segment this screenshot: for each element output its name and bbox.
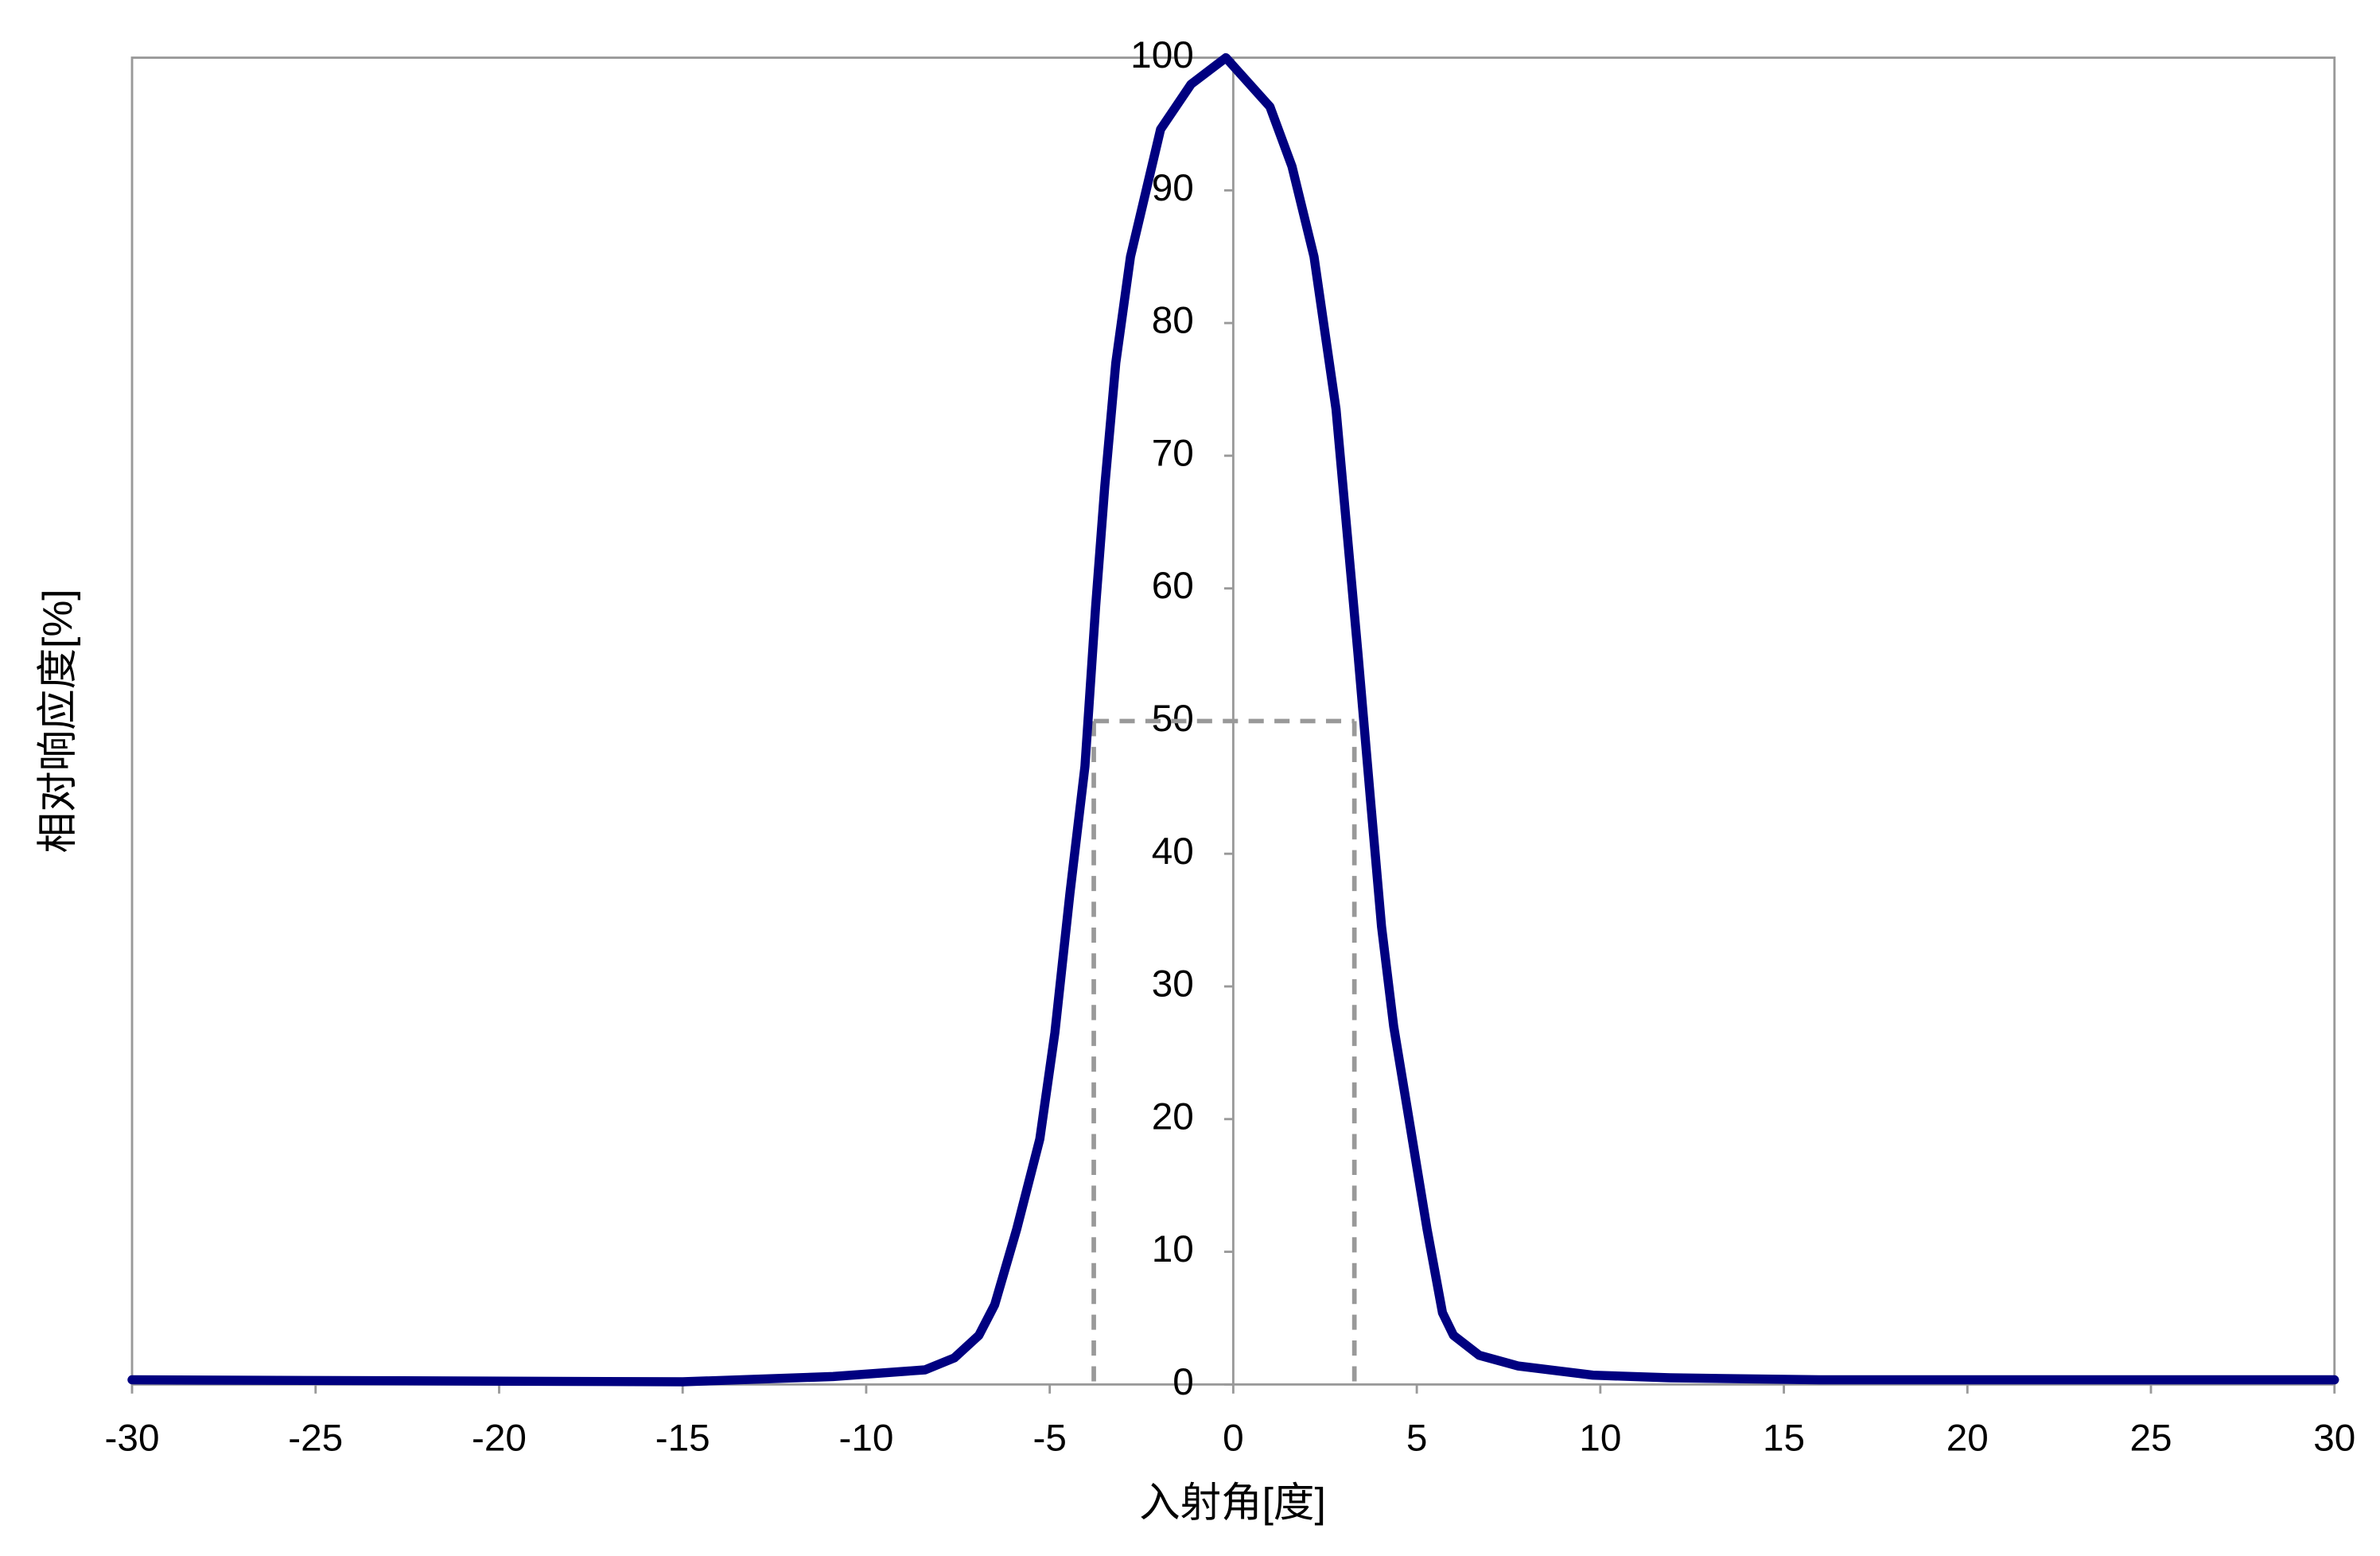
y-tick-label: 60 — [1152, 565, 1194, 607]
x-tick-label: -25 — [288, 1418, 343, 1460]
y-tick-label: 10 — [1152, 1228, 1194, 1270]
y-tick-label: 40 — [1152, 831, 1194, 873]
x-tick-label: 20 — [1946, 1418, 1989, 1460]
x-tick-label: -5 — [1032, 1418, 1066, 1460]
y-tick-label: 30 — [1152, 963, 1194, 1006]
y-tick-label: 0 — [1172, 1361, 1194, 1403]
x-tick-label: -30 — [105, 1418, 160, 1460]
x-axis-label: 入射角[度] — [1139, 1480, 1326, 1526]
y-tick-label: 20 — [1152, 1095, 1194, 1138]
x-tick-label: 10 — [1579, 1418, 1621, 1460]
data-line — [127, 53, 2339, 1387]
y-tick-label: 100 — [1130, 34, 1194, 76]
y-axis-label: 相对响应度[%] — [34, 589, 80, 853]
x-tick-label: -15 — [655, 1418, 710, 1460]
y-tick-label: 80 — [1152, 300, 1194, 342]
x-tick-label: -20 — [472, 1418, 527, 1460]
y-tick-label: 50 — [1152, 698, 1194, 740]
x-tick-label: 0 — [1223, 1418, 1244, 1460]
x-tick-label: 25 — [2130, 1418, 2172, 1460]
y-tick-label: 90 — [1152, 167, 1194, 209]
x-tick-label: -10 — [838, 1418, 893, 1460]
x-tick-label: 15 — [1763, 1418, 1805, 1460]
x-tick-label: 30 — [2313, 1418, 2355, 1460]
y-tick-label: 70 — [1152, 432, 1194, 474]
x-tick-label: 5 — [1406, 1418, 1428, 1460]
